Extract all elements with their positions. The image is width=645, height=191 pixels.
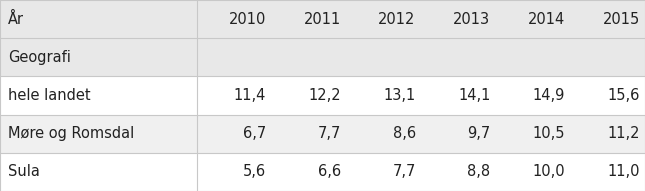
Text: Geografi: Geografi [8, 50, 70, 65]
Text: 14,1: 14,1 [458, 88, 490, 103]
Text: 2013: 2013 [453, 12, 490, 27]
Text: 2010: 2010 [229, 12, 266, 27]
Bar [0, 0, 645, 38]
Text: 2014: 2014 [528, 12, 565, 27]
Text: 2015: 2015 [602, 12, 640, 27]
Text: 9,7: 9,7 [467, 126, 490, 141]
Text: 2012: 2012 [379, 12, 415, 27]
Text: hele landet: hele landet [8, 88, 90, 103]
Text: 8,8: 8,8 [467, 164, 490, 179]
Text: 7,7: 7,7 [392, 164, 415, 179]
Text: 10,0: 10,0 [533, 164, 565, 179]
Bar [0, 115, 645, 153]
Text: 11,2: 11,2 [608, 126, 640, 141]
Text: 13,1: 13,1 [383, 88, 415, 103]
Text: 10,5: 10,5 [533, 126, 565, 141]
Text: 11,4: 11,4 [234, 88, 266, 103]
Text: 14,9: 14,9 [533, 88, 565, 103]
Text: 11,0: 11,0 [608, 164, 640, 179]
Text: 6,6: 6,6 [318, 164, 341, 179]
Text: 6,7: 6,7 [243, 126, 266, 141]
Bar [0, 38, 645, 76]
Bar [0, 153, 645, 191]
Text: 12,2: 12,2 [308, 88, 341, 103]
Text: 7,7: 7,7 [317, 126, 341, 141]
Text: 15,6: 15,6 [608, 88, 640, 103]
Text: Møre og Romsdal: Møre og Romsdal [8, 126, 134, 141]
Text: 5,6: 5,6 [243, 164, 266, 179]
Text: 2011: 2011 [304, 12, 341, 27]
Text: 8,6: 8,6 [393, 126, 415, 141]
Bar [0, 76, 645, 115]
Text: År: År [8, 12, 24, 27]
Text: Sula: Sula [8, 164, 39, 179]
